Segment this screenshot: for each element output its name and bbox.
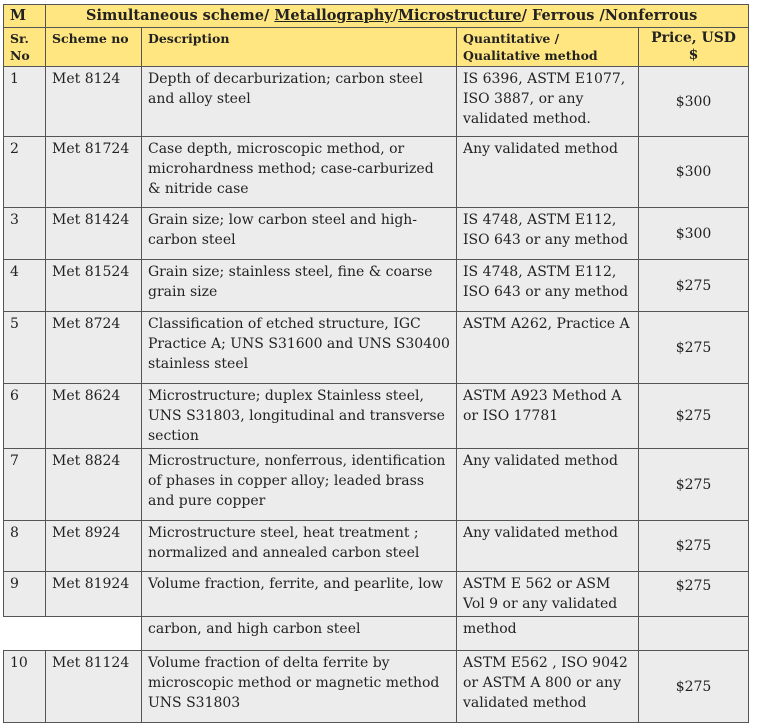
column-header-row: Sr. No Scheme no Description Quantitativ… — [3, 27, 750, 67]
table-row: 4 Met 81524 Grain size; stainless steel,… — [3, 259, 750, 312]
scheme-cell: Met 8924 — [45, 520, 142, 572]
description-cell: Microstructure; duplex Stainless steel, … — [141, 383, 457, 449]
scheme-no-header: Scheme no — [45, 27, 142, 67]
sr-cell: 9 — [3, 571, 46, 617]
description-cell: Volume fraction of delta ferrite by micr… — [141, 650, 457, 723]
description-cell: Grain size; stainless steel, fine & coar… — [141, 259, 457, 312]
sr-cell: 2 — [3, 136, 46, 208]
method-cell: IS 6396, ASTM E1077, ISO 3887, or any va… — [456, 66, 639, 137]
price-cell: $275 — [637, 383, 750, 449]
table-row: 10 Met 81124 Volume fraction of delta fe… — [3, 650, 750, 723]
table-row: 3 Met 81424 Grain size; low carbon steel… — [3, 207, 750, 260]
description-cell: Depth of decarburization; carbon steel a… — [141, 66, 457, 137]
table-row: 1 Met 8124 Depth of decarburization; car… — [3, 66, 750, 137]
price-table-container: M Simultaneous scheme/ Metallography/Mic… — [3, 4, 750, 723]
method-cell: IS 4748, ASTM E112, ISO 643 or any metho… — [456, 259, 639, 312]
sr-no-header: Sr. No — [3, 27, 46, 67]
table-title: Simultaneous scheme/ Metallography/Micro… — [44, 4, 750, 28]
description-cell: Volume fraction, ferrite, and pearlite, … — [141, 571, 457, 617]
description-cell: Case depth, microscopic method, or micro… — [141, 136, 457, 208]
scheme-cell: Met 81524 — [45, 259, 142, 312]
method-cell: Any validated method — [456, 448, 639, 521]
scheme-cell: Met 8824 — [45, 448, 142, 521]
sr-cell: 4 — [3, 259, 46, 312]
table-row: 8 Met 8924 Microstructure steel, heat tr… — [3, 520, 750, 572]
scheme-cell: Met 81724 — [45, 136, 142, 208]
method-cell: Any validated method — [456, 520, 639, 572]
method-cell: ASTM A923 Method A or ISO 17781 — [456, 383, 639, 449]
sr-cell: 10 — [3, 650, 46, 723]
sr-cell: 1 — [3, 66, 46, 137]
description-cell: Microstructure, nonferrous, identificati… — [141, 448, 457, 521]
table-row: 5 Met 8724 Classification of etched stru… — [3, 311, 750, 384]
sr-cell: 3 — [3, 207, 46, 260]
scheme-cell: Met 8724 — [45, 311, 142, 384]
method-header: Quantitative / Qualitative method — [456, 27, 639, 67]
description-cell-continued: carbon, and high carbon steel — [141, 616, 457, 651]
price-cell: $300 — [637, 66, 750, 137]
table-row: 2 Met 81724 Case depth, microscopic meth… — [3, 136, 750, 208]
title-row: M Simultaneous scheme/ Metallography/Mic… — [3, 4, 750, 28]
sr-cell: 6 — [3, 383, 46, 449]
sr-cell: 5 — [3, 311, 46, 384]
price-cell: $275 — [637, 650, 750, 723]
scheme-cell: Met 81424 — [45, 207, 142, 260]
price-cell: $300 — [637, 207, 750, 260]
price-cell: $275 — [637, 520, 750, 572]
price-cell: $275 — [637, 448, 750, 521]
table-row: 7 Met 8824 Microstructure, nonferrous, i… — [3, 448, 750, 521]
description-cell: Microstructure steel, heat treatment ; n… — [141, 520, 457, 572]
description-cell: Grain size; low carbon steel and high-ca… — [141, 207, 457, 260]
description-cell: Classification of etched structure, IGC … — [141, 311, 457, 384]
method-cell: ASTM E562 , ISO 9042 or ASTM A 800 or an… — [456, 650, 639, 723]
price-cell: $275 — [637, 311, 750, 384]
price-cell: $275 — [637, 571, 750, 617]
method-cell: ASTM A262, Practice A — [456, 311, 639, 384]
scheme-cell: Met 8124 — [45, 66, 142, 137]
scheme-cell: Met 8624 — [45, 383, 142, 449]
table-row: 6 Met 8624 Microstructure; duplex Stainl… — [3, 383, 750, 449]
description-header: Description — [141, 27, 457, 67]
price-cell: $300 — [637, 136, 750, 208]
scheme-cell: Met 81924 — [45, 571, 142, 617]
method-cell: ASTM E 562 or ASM Vol 9 or any validated — [456, 571, 639, 617]
price-header: Price, USD $ — [637, 27, 750, 67]
method-cell: Any validated method — [456, 136, 639, 208]
col-m-header: M — [3, 4, 46, 28]
sr-cell: 8 — [3, 520, 46, 572]
scheme-cell: Met 81124 — [45, 650, 142, 723]
method-cell-continued: method — [456, 616, 639, 651]
sr-cell: 7 — [3, 448, 46, 521]
price-cell: $275 — [637, 259, 750, 312]
table-row: 9 Met 81924 Volume fraction, ferrite, an… — [3, 571, 750, 617]
price-table: M Simultaneous scheme/ Metallography/Mic… — [3, 4, 750, 723]
table-row-continuation: carbon, and high carbon steel method — [3, 616, 750, 651]
method-cell: IS 4748, ASTM E112, ISO 643 or any metho… — [456, 207, 639, 260]
